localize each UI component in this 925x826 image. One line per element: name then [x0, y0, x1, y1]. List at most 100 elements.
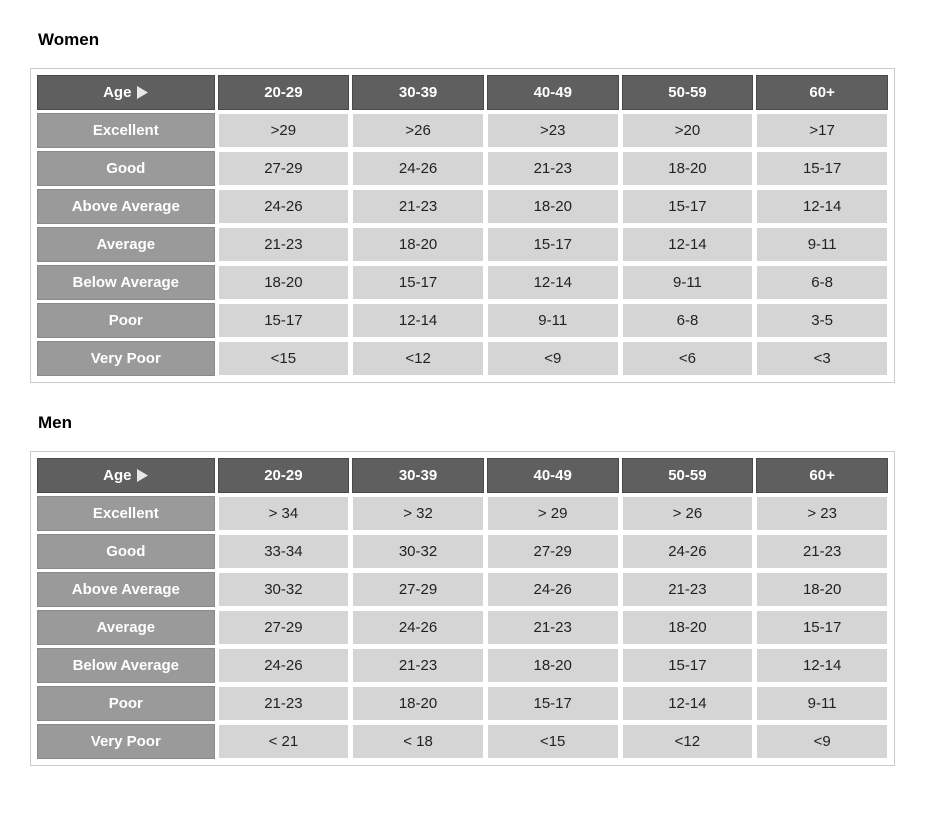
age-label: Age — [103, 84, 131, 101]
age-header: Age — [37, 458, 215, 493]
data-cell: <3 — [756, 341, 888, 376]
data-cell: 21-23 — [218, 227, 350, 262]
data-cell: 33-34 — [218, 534, 350, 569]
data-cell: 15-17 — [756, 151, 888, 186]
age-range-header: 60+ — [756, 75, 888, 110]
row-label: Poor — [37, 303, 215, 338]
age-range-header: 30-39 — [352, 458, 484, 493]
data-cell: 9-11 — [756, 686, 888, 721]
data-cell: >23 — [487, 113, 619, 148]
age-range-header: 50-59 — [622, 75, 754, 110]
row-label: Average — [37, 610, 215, 645]
data-cell: 15-17 — [487, 227, 619, 262]
data-cell: 6-8 — [756, 265, 888, 300]
row-label: Very Poor — [37, 724, 215, 759]
table-wrapper: Age 20-2930-3940-4950-5960+Excellent> 34>… — [30, 451, 895, 766]
age-range-header: 30-39 — [352, 75, 484, 110]
table-row: Excellent>29>26>23>20>17 — [37, 113, 888, 148]
data-cell: <15 — [487, 724, 619, 759]
data-cell: 27-29 — [218, 610, 350, 645]
data-cell: 21-23 — [622, 572, 754, 607]
triangle-right-icon — [137, 469, 148, 482]
data-cell: 9-11 — [487, 303, 619, 338]
data-cell: < 18 — [352, 724, 484, 759]
data-cell: > 34 — [218, 496, 350, 531]
table-row: Good33-3430-3227-2924-2621-23 — [37, 534, 888, 569]
data-cell: 27-29 — [218, 151, 350, 186]
row-label: Very Poor — [37, 341, 215, 376]
data-cell: 18-20 — [487, 648, 619, 683]
table-row: Excellent> 34> 32> 29> 26> 23 — [37, 496, 888, 531]
data-table: Age 20-2930-3940-4950-5960+Excellent> 34>… — [34, 455, 891, 762]
data-cell: 15-17 — [352, 265, 484, 300]
data-cell: <6 — [622, 341, 754, 376]
data-cell: > 23 — [756, 496, 888, 531]
data-cell: 18-20 — [756, 572, 888, 607]
row-label: Above Average — [37, 572, 215, 607]
row-label: Below Average — [37, 265, 215, 300]
data-cell: > 32 — [352, 496, 484, 531]
table-header-row: Age 20-2930-3940-4950-5960+ — [37, 458, 888, 493]
data-cell: 24-26 — [622, 534, 754, 569]
age-range-header: 20-29 — [218, 458, 350, 493]
data-cell: 18-20 — [487, 189, 619, 224]
data-cell: 18-20 — [218, 265, 350, 300]
data-table: Age20-2930-3940-4950-5960+Excellent>29>2… — [34, 72, 891, 379]
age-range-header: 50-59 — [622, 458, 754, 493]
table-row: Good27-2924-2621-2318-2015-17 — [37, 151, 888, 186]
section-title: Men — [30, 413, 895, 433]
table-row: Above Average24-2621-2318-2015-1712-14 — [37, 189, 888, 224]
row-label: Good — [37, 534, 215, 569]
data-cell: 21-23 — [487, 610, 619, 645]
data-cell: >17 — [756, 113, 888, 148]
data-cell: <12 — [622, 724, 754, 759]
age-header: Age — [37, 75, 215, 110]
data-cell: 18-20 — [352, 686, 484, 721]
data-cell: <9 — [487, 341, 619, 376]
data-cell: 27-29 — [352, 572, 484, 607]
data-cell: 6-8 — [622, 303, 754, 338]
row-label: Good — [37, 151, 215, 186]
data-cell: 21-23 — [487, 151, 619, 186]
data-cell: <9 — [756, 724, 888, 759]
data-cell: 21-23 — [756, 534, 888, 569]
data-cell: 24-26 — [218, 189, 350, 224]
data-cell: 24-26 — [487, 572, 619, 607]
table-row: Poor21-2318-2015-1712-149-11 — [37, 686, 888, 721]
data-cell: 18-20 — [352, 227, 484, 262]
age-range-header: 40-49 — [487, 458, 619, 493]
table-header-row: Age20-2930-3940-4950-5960+ — [37, 75, 888, 110]
data-cell: 15-17 — [756, 610, 888, 645]
section-title: Women — [30, 30, 895, 50]
data-cell: 15-17 — [622, 189, 754, 224]
table-row: Above Average30-3227-2924-2621-2318-20 — [37, 572, 888, 607]
age-range-header: 20-29 — [218, 75, 350, 110]
data-cell: 12-14 — [756, 648, 888, 683]
table-row: Average21-2318-2015-1712-149-11 — [37, 227, 888, 262]
table-wrapper: Age20-2930-3940-4950-5960+Excellent>29>2… — [30, 68, 895, 383]
age-label: Age — [103, 467, 131, 484]
data-cell: 15-17 — [487, 686, 619, 721]
data-cell: 30-32 — [218, 572, 350, 607]
data-cell: 30-32 — [352, 534, 484, 569]
row-label: Poor — [37, 686, 215, 721]
data-cell: 18-20 — [622, 151, 754, 186]
data-cell: > 26 — [622, 496, 754, 531]
table-row: Below Average24-2621-2318-2015-1712-14 — [37, 648, 888, 683]
row-label: Average — [37, 227, 215, 262]
table-row: Below Average18-2015-1712-149-116-8 — [37, 265, 888, 300]
table-row: Poor15-1712-149-116-83-5 — [37, 303, 888, 338]
row-label: Below Average — [37, 648, 215, 683]
data-cell: 12-14 — [352, 303, 484, 338]
data-cell: 21-23 — [218, 686, 350, 721]
row-label: Above Average — [37, 189, 215, 224]
data-cell: >29 — [218, 113, 350, 148]
data-cell: 12-14 — [622, 686, 754, 721]
data-cell: 3-5 — [756, 303, 888, 338]
age-range-header: 60+ — [756, 458, 888, 493]
data-cell: 24-26 — [218, 648, 350, 683]
data-cell: 15-17 — [218, 303, 350, 338]
data-cell: 24-26 — [352, 151, 484, 186]
data-cell: <12 — [352, 341, 484, 376]
data-cell: >20 — [622, 113, 754, 148]
